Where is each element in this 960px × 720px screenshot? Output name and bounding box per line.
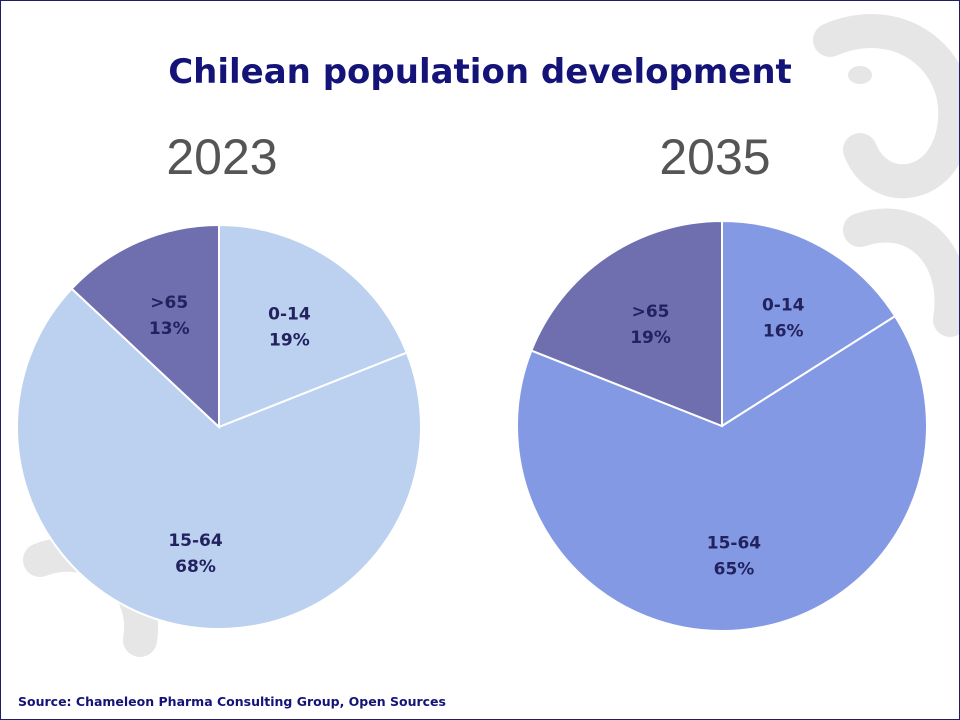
chart-title-2023: 2023 xyxy=(166,129,278,185)
pie-2035-label-0-14: 0-14 xyxy=(762,296,805,316)
pie-2035-value-0-14: 16% xyxy=(763,322,804,342)
pie-2023-slice-over65 xyxy=(70,223,220,430)
pie-2023-label-0-14: 0-14 xyxy=(268,304,311,324)
pie-2023-label-over65: >65 xyxy=(150,293,188,313)
pie-2035-slice-15-64 xyxy=(516,314,928,632)
pie-2035-slice-0-14 xyxy=(721,219,897,428)
pie-2035-label-over65: >65 xyxy=(632,302,670,322)
pie-2035-value-over65: 19% xyxy=(630,328,671,348)
pie-2035-label-15-64: 15-64 xyxy=(707,534,762,554)
pie-2023-value-15-64: 68% xyxy=(175,557,216,577)
pie-2023-value-over65: 13% xyxy=(149,319,190,339)
pie-2023-value-0-14: 19% xyxy=(269,330,310,350)
pie-2035-value-15-64: 65% xyxy=(714,560,755,580)
pie-2023-slice-15-64 xyxy=(16,287,422,630)
pie-2023-slice-0-14 xyxy=(218,223,409,429)
pie-2035-slice-over65 xyxy=(530,219,723,428)
chart-title-2035: 2035 xyxy=(659,129,771,185)
source-note: Source: Chameleon Pharma Consulting Grou… xyxy=(18,694,446,709)
page-title: Chilean population development xyxy=(168,52,792,92)
pie-2023-label-15-64: 15-64 xyxy=(168,531,223,551)
